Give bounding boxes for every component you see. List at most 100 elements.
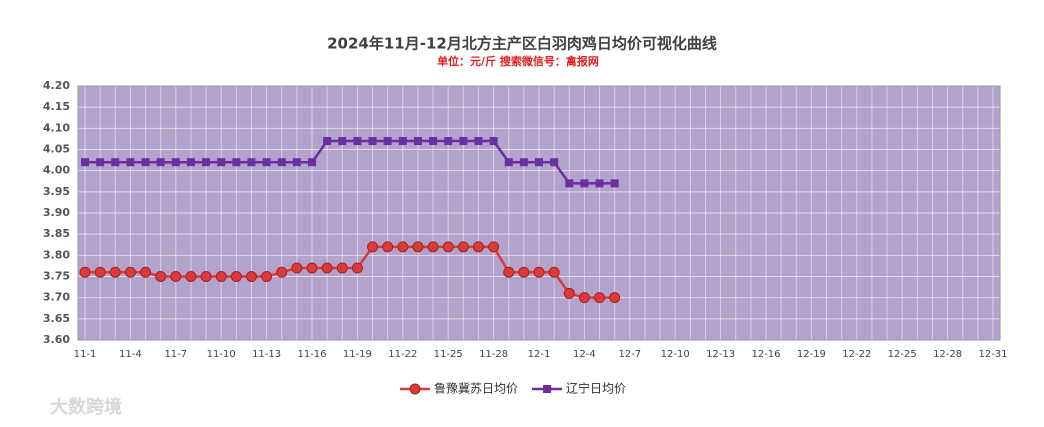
- marker: [563, 287, 575, 299]
- x-tick-label: 11-25: [434, 349, 463, 360]
- marker: [291, 262, 303, 274]
- marker: [474, 137, 483, 146]
- marker: [472, 241, 484, 253]
- x-tick-label: 12-1: [528, 349, 551, 360]
- x-tick-label: 12-31: [978, 349, 1007, 360]
- marker: [609, 292, 621, 304]
- marker: [200, 271, 212, 282]
- marker: [351, 262, 363, 274]
- x-tick-label: 12-10: [661, 349, 690, 360]
- x-tick-label: 11-1: [74, 349, 97, 360]
- marker: [413, 137, 422, 146]
- marker: [171, 158, 180, 167]
- chart-subtitle: 单位：元/斤 搜索微信号：禽报网: [437, 54, 599, 68]
- marker: [230, 271, 242, 282]
- marker: [610, 179, 619, 188]
- marker: [170, 271, 182, 282]
- y-tick-label: 3.85: [43, 227, 70, 240]
- chart-title: 2024年11月-12月北方主产区白羽肉鸡日均价可视化曲线: [327, 35, 717, 53]
- marker: [79, 266, 91, 278]
- marker: [595, 179, 604, 188]
- y-tick-label: 4.15: [43, 100, 70, 113]
- y-tick-label: 3.80: [43, 248, 70, 261]
- marker: [276, 266, 288, 278]
- watermark: 大数跨境: [50, 396, 122, 418]
- marker: [277, 158, 286, 167]
- marker: [306, 262, 318, 274]
- marker: [338, 137, 347, 146]
- legend-marker: [409, 383, 421, 395]
- marker: [215, 271, 227, 282]
- y-tick-label: 4.20: [43, 79, 70, 92]
- marker: [353, 137, 362, 146]
- marker: [111, 158, 120, 167]
- x-tick-label: 11-16: [297, 349, 326, 360]
- marker: [336, 262, 348, 274]
- x-tick-label: 12-7: [618, 349, 641, 360]
- x-tick-label: 12-25: [888, 349, 917, 360]
- marker: [321, 262, 333, 274]
- marker: [292, 158, 301, 167]
- marker: [245, 271, 257, 282]
- marker: [533, 266, 545, 278]
- marker: [548, 266, 560, 278]
- marker: [368, 137, 377, 146]
- marker: [427, 241, 439, 253]
- marker: [109, 266, 121, 278]
- marker: [457, 241, 469, 253]
- x-tick-label: 11-10: [207, 349, 236, 360]
- marker: [565, 179, 574, 188]
- marker: [367, 241, 379, 253]
- marker: [185, 271, 197, 282]
- marker: [488, 241, 500, 253]
- marker: [442, 241, 454, 253]
- y-tick-label: 3.70: [43, 291, 70, 304]
- marker: [535, 158, 543, 167]
- marker: [383, 137, 392, 146]
- marker: [444, 137, 453, 146]
- y-tick-label: 3.75: [43, 270, 70, 283]
- marker: [124, 266, 136, 278]
- x-tick-label: 11-22: [388, 349, 417, 360]
- marker: [429, 137, 438, 146]
- x-tick-label: 12-16: [751, 349, 780, 360]
- marker: [397, 241, 409, 253]
- marker: [141, 158, 150, 167]
- legend-label: 鲁豫冀苏日均价: [434, 382, 518, 396]
- marker: [140, 266, 152, 278]
- marker: [323, 137, 332, 146]
- x-tick-label: 11-13: [252, 349, 281, 360]
- x-tick-label: 12-22: [842, 349, 871, 360]
- marker: [518, 266, 530, 278]
- x-tick-label: 11-28: [479, 349, 508, 360]
- marker: [96, 158, 105, 167]
- x-tick-label: 11-7: [164, 349, 187, 360]
- x-tick-label: 12-28: [933, 349, 962, 360]
- legend-marker: [543, 385, 552, 393]
- marker: [232, 158, 241, 167]
- x-tick-label: 11-19: [343, 349, 372, 360]
- marker: [519, 158, 528, 167]
- marker: [94, 266, 106, 278]
- marker: [261, 271, 273, 282]
- marker: [202, 158, 211, 167]
- y-tick-label: 4.10: [43, 121, 70, 134]
- marker: [186, 158, 195, 167]
- marker: [155, 271, 167, 282]
- marker: [550, 158, 559, 167]
- marker: [578, 292, 590, 304]
- legend-label: 辽宁日均价: [566, 381, 626, 396]
- marker: [81, 158, 89, 167]
- y-tick-label: 4.00: [43, 164, 70, 177]
- marker: [412, 241, 424, 253]
- marker: [398, 137, 407, 146]
- marker: [504, 158, 513, 167]
- marker: [126, 158, 135, 167]
- marker: [308, 158, 316, 167]
- y-tick-label: 3.90: [43, 206, 70, 219]
- y-tick-label: 3.95: [43, 185, 70, 198]
- marker: [459, 137, 468, 146]
- x-tick-label: 12-4: [573, 349, 596, 360]
- plot-border: [77, 85, 1001, 341]
